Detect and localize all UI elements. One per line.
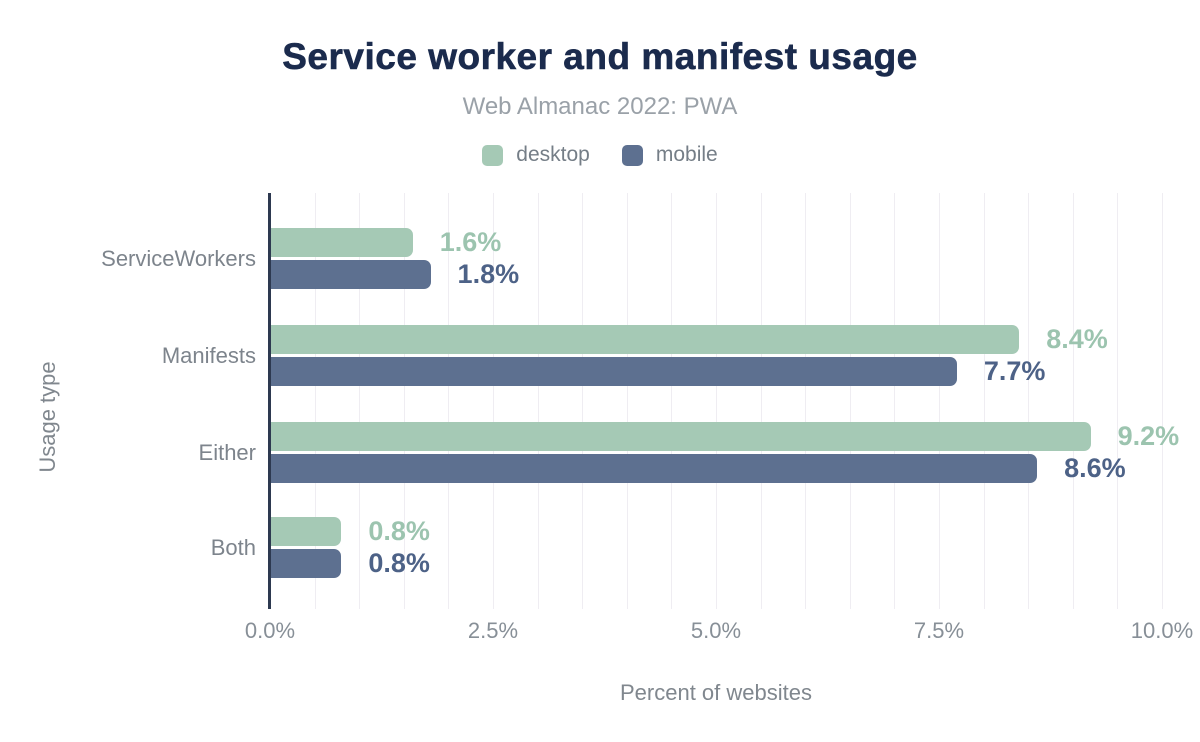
chart-subtitle: Web Almanac 2022: PWA <box>462 93 738 120</box>
bar-desktop-manifests <box>270 325 1020 354</box>
gridline <box>1028 193 1030 609</box>
gridline <box>493 193 494 609</box>
gridline <box>359 193 361 609</box>
bar-value-label-desktop-either: 9.2% <box>1117 421 1180 451</box>
bar-value-label-desktop-manifests: 8.4% <box>1046 324 1108 354</box>
x-tick-label: 5.0% <box>690 618 742 643</box>
gridline <box>983 193 985 609</box>
gridline <box>671 193 673 609</box>
gridline <box>403 193 405 609</box>
x-tick-label: 7.5% <box>913 618 965 643</box>
gridline <box>939 193 940 609</box>
desktop-swatch-icon <box>482 144 504 166</box>
gridline <box>1117 193 1119 609</box>
bar-value-label-mobile-either: 8.6% <box>1064 453 1126 483</box>
x-axis-title: Percent of websites <box>620 680 812 705</box>
bar-desktop-serviceworkers <box>270 228 413 257</box>
gridline <box>537 193 539 609</box>
gridline <box>582 193 584 609</box>
category-label-either: Either <box>198 440 256 465</box>
legend-label-mobile: mobile <box>655 143 718 166</box>
category-label-serviceworkers: ServiceWorkers <box>101 246 256 271</box>
legend-item-desktop: desktop <box>482 143 590 167</box>
gridline <box>760 193 762 609</box>
legend-item-mobile: mobile <box>621 143 718 167</box>
category-label-both: Both <box>210 535 256 560</box>
bar-value-label-desktop-serviceworkers: 1.6% <box>439 227 502 257</box>
bar-mobile-serviceworkers <box>270 260 431 289</box>
bar-value-label-desktop-both: 0.8% <box>368 516 430 546</box>
gridline <box>805 193 807 609</box>
bar-value-label-mobile-serviceworkers: 1.8% <box>457 259 520 289</box>
bar-value-label-mobile-manifests: 7.7% <box>983 356 1046 386</box>
legend: desktop mobile <box>0 143 1200 167</box>
category-label-manifests: Manifests <box>161 343 256 368</box>
gridline <box>448 193 450 609</box>
chart-title: Service worker and manifest usage <box>282 36 918 78</box>
mobile-swatch-icon <box>621 144 643 166</box>
y-axis-line <box>268 193 271 609</box>
gridline <box>849 193 851 609</box>
x-tick-label: 10.0% <box>1130 618 1194 643</box>
x-tick-label: 0.0% <box>244 618 296 643</box>
gridline <box>894 193 896 609</box>
bar-mobile-either <box>270 454 1038 483</box>
gridline <box>716 193 717 609</box>
gridline <box>1072 193 1074 609</box>
plot-area: 1.6% 1.8% 8.4% 7.7% 9.2% 8.6% 0.8% 0.8% <box>270 193 1179 609</box>
bar-mobile-manifests <box>270 357 957 386</box>
gridline <box>1162 193 1163 609</box>
bar-desktop-either <box>270 422 1091 451</box>
gridline <box>314 193 316 609</box>
bar-mobile-both <box>270 549 342 578</box>
x-tick-label: 2.5% <box>467 618 519 643</box>
gridline <box>626 193 628 609</box>
bar-value-label-mobile-both: 0.8% <box>368 548 430 578</box>
legend-label-desktop: desktop <box>516 143 590 166</box>
bar-desktop-both <box>270 517 342 546</box>
